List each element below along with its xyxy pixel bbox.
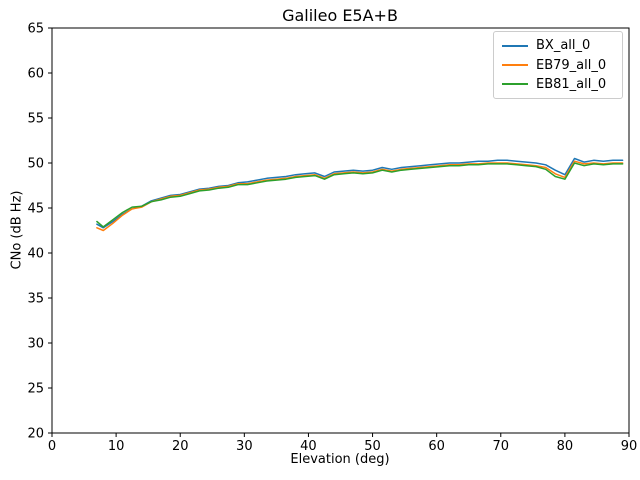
svg-text:30: 30: [236, 439, 253, 454]
svg-text:30: 30: [27, 337, 44, 352]
legend-entry: EB81_all_0: [502, 77, 614, 92]
svg-text:25: 25: [27, 382, 44, 397]
legend-label: BX_all_0: [536, 38, 591, 54]
svg-text:65: 65: [27, 22, 44, 37]
y-axis-label: CNo (dB Hz): [9, 190, 25, 270]
svg-text:70: 70: [493, 439, 510, 454]
svg-text:10: 10: [108, 439, 125, 454]
svg-text:40: 40: [27, 247, 44, 262]
svg-text:45: 45: [27, 202, 44, 217]
svg-text:90: 90: [621, 439, 638, 454]
svg-text:60: 60: [27, 67, 44, 82]
legend: BX_all_0 EB79_all_0 EB81_all_0: [493, 31, 623, 99]
svg-text:20: 20: [172, 439, 189, 454]
svg-text:35: 35: [27, 292, 44, 307]
svg-text:80: 80: [557, 439, 574, 454]
svg-text:50: 50: [364, 439, 381, 454]
legend-label: EB79_all_0: [536, 57, 607, 73]
legend-line-sample: [502, 44, 528, 47]
legend-line-sample: [502, 83, 528, 86]
legend-label: EB81_all_0: [536, 76, 607, 92]
svg-text:40: 40: [300, 439, 317, 454]
x-axis-label: Elevation (deg): [290, 452, 390, 467]
legend-entry: EB79_all_0: [502, 58, 614, 73]
svg-text:50: 50: [27, 157, 44, 172]
svg-text:0: 0: [48, 439, 56, 454]
chart-title: Galileo E5A+B: [282, 6, 398, 25]
svg-text:60: 60: [428, 439, 445, 454]
svg-text:20: 20: [27, 427, 44, 442]
legend-entry: BX_all_0: [502, 38, 614, 53]
svg-text:55: 55: [27, 112, 44, 127]
legend-line-sample: [502, 64, 528, 66]
